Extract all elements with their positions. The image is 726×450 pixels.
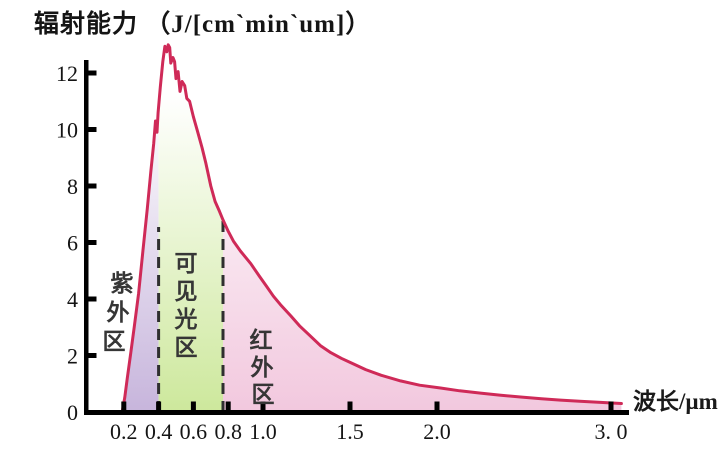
x-tick-label: 0.8	[214, 419, 242, 444]
y-tick	[88, 183, 97, 189]
x-tick-label: 1.0	[249, 419, 277, 444]
region-label-visible: 光	[174, 307, 198, 332]
x-tick-label: 0.4	[145, 419, 173, 444]
x-tick	[225, 401, 231, 411]
radiation-curve	[120, 43, 623, 414]
y-tick-label: 6	[67, 231, 78, 256]
x-tick	[121, 401, 127, 411]
x-tick-label: 0.2	[110, 419, 138, 444]
chart-title: 辐射能力 （J/[cm`min`um]）	[34, 11, 372, 38]
y-tick-label: 12	[56, 61, 78, 86]
x-tick-label: 3. 0	[595, 419, 628, 444]
x-tick	[434, 401, 440, 411]
x-tick	[190, 401, 196, 411]
region-fill-infrared	[223, 44, 622, 412]
y-tick	[88, 127, 97, 132]
y-axis-line	[84, 60, 89, 415]
region-label-visible: 区	[175, 335, 198, 360]
x-axis-unit-label: 波长/µm	[633, 389, 718, 414]
region-label-uv: 外	[107, 299, 130, 325]
y-tick-label: 4	[67, 287, 78, 312]
region-label-infrared: 红	[250, 327, 273, 353]
y-tick-label: 2	[67, 344, 78, 369]
y-tick	[88, 296, 97, 302]
y-tick-label: 8	[67, 174, 78, 199]
region-label-uv: 区	[103, 329, 126, 354]
region-label-uv: 紫	[111, 271, 134, 296]
y-tick-label: 0	[67, 400, 78, 425]
y-tick-label: 10	[56, 118, 78, 143]
x-tick	[156, 401, 162, 411]
region-fill-uv	[122, 44, 159, 412]
x-tick-label: 2.0	[423, 419, 451, 444]
region-label-visible: 可	[175, 251, 198, 276]
x-tick	[608, 401, 614, 411]
region-label-infrared: 外	[251, 354, 274, 380]
region-label-infrared: 区	[252, 382, 275, 407]
y-tick	[88, 240, 97, 245]
x-tick	[347, 401, 353, 411]
x-tick-label: 1.5	[336, 419, 364, 444]
x-tick-label: 0.6	[180, 419, 208, 444]
x-axis-line	[84, 410, 629, 415]
y-tick	[88, 70, 97, 76]
region-label-visible: 见	[175, 279, 198, 304]
y-tick	[88, 353, 97, 358]
x-tick	[260, 401, 266, 411]
